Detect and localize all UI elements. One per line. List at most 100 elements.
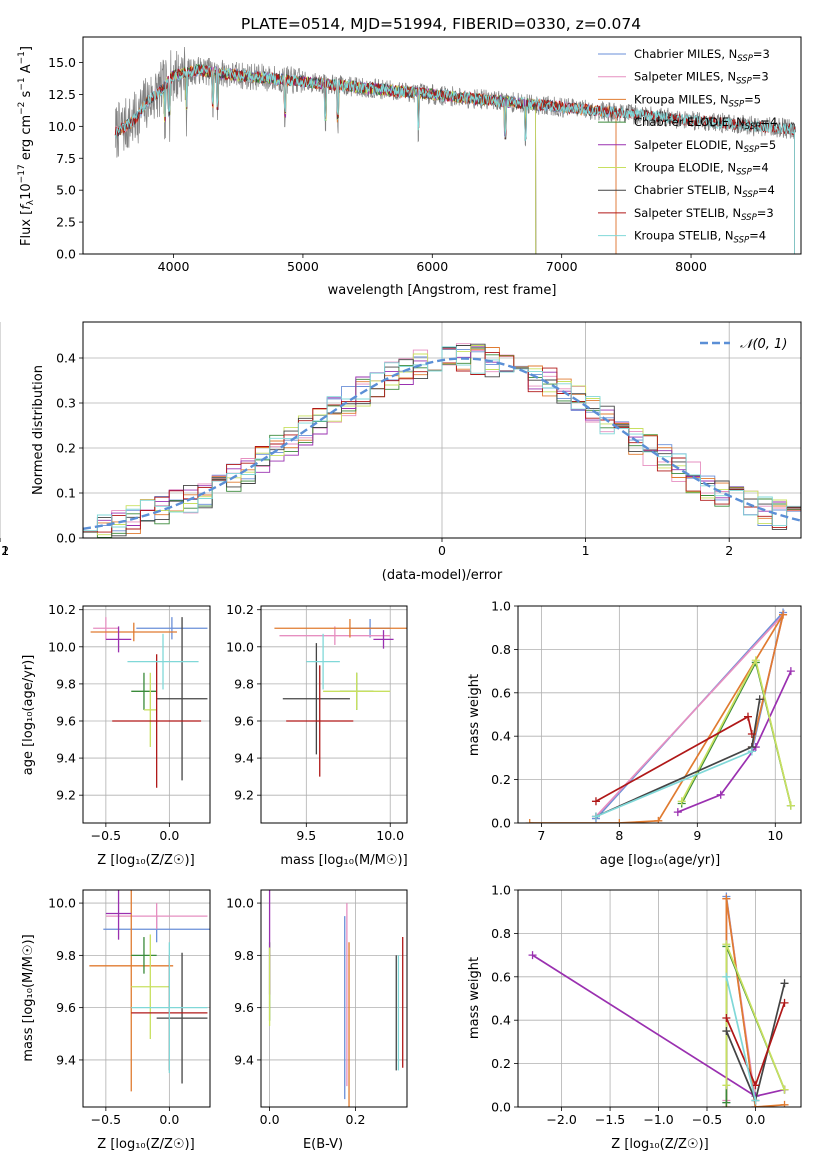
x-tick-label: 9 <box>693 828 701 843</box>
x-tick-label: −1 <box>0 543 9 558</box>
histogram-series <box>83 346 801 532</box>
errorbar-point <box>127 633 199 690</box>
errorbar-point <box>279 626 391 645</box>
mass-vs-metallicity-xlabel: Z [log₁₀(Z/Z☉)] <box>97 1137 194 1152</box>
y-tick-label: 5.0 <box>56 183 76 198</box>
age-vs-mass-plot-area: 9.5 10.0 9.2 9.4 9.6 9.8 10.0 10.2 <box>226 602 408 843</box>
y-tick-label: 9.8 <box>56 676 76 691</box>
mass-vs-metallicity-ylabel: mass [log₁₀(M/M☉)] <box>21 934 36 1061</box>
extinction-plot-area: 0.0 0.2 9.4 9.6 9.8 10.0 <box>226 889 408 1127</box>
legend-sub: SSP <box>744 145 760 155</box>
legend-entry: Kroupa ELODIE, NSSP=4 <box>634 161 769 178</box>
weight-marker <box>528 951 537 960</box>
errorbar-point <box>93 617 119 640</box>
y-tick-label: 0.2 <box>491 1056 511 1071</box>
x-tick-label: 4000 <box>158 259 190 274</box>
weight-vs-metallicity-xlabel: Z [log₁₀(Z/Z☉)] <box>611 1137 708 1152</box>
age-vs-metallicity-xlabel: Z [log₁₀(Z/Z☉)] <box>97 853 194 868</box>
legend-entry: Kroupa MILES, NSSP=5 <box>634 92 761 109</box>
legend-sub: SSP <box>734 236 750 246</box>
spectrum-xlabel: wavelength [Angstrom, rest frame] <box>328 283 557 298</box>
legend-suffix: =3 <box>757 206 774 220</box>
weight-line <box>677 670 792 813</box>
x-tick-label: 0.0 <box>159 1112 179 1127</box>
weight-marker <box>786 667 795 676</box>
y-tick-label: 0.0 <box>491 816 511 831</box>
x-tick-label: 7 <box>537 828 545 843</box>
gaussian-curve <box>83 357 801 530</box>
y-tick-label: 9.8 <box>234 676 254 691</box>
extinction-xlabel: E(B-V) <box>303 1137 343 1152</box>
weight-marker <box>780 1085 789 1094</box>
errorbar-point <box>105 890 132 940</box>
weight-vs-age-plot-area: 7 8 9 10 0.0 0.2 0.4 0.6 0.8 1.0 <box>491 599 802 843</box>
errorbar-point <box>323 672 391 710</box>
model-spectrum <box>114 64 795 254</box>
spectrum-plot-area: 4000 5000 6000 7000 8000 0.0 2.5 5.0 7.5 10.0 12.5… <box>48 36 802 274</box>
y-tick-label: 9.6 <box>234 1000 254 1015</box>
legend-text: Chabrier ELODIE, N <box>634 115 745 129</box>
legend-suffix: =3 <box>753 47 770 61</box>
weight-marker <box>722 1098 731 1107</box>
axes-frame <box>517 889 802 1108</box>
mass-vs-metallicity-panel: −0.5 0.0 9.4 9.6 9.8 10.0 Z [log₁₀(Z/Z☉)] mas… <box>21 889 211 1152</box>
y-tick-label: 9.6 <box>56 1000 76 1015</box>
legend-entry: Chabrier ELODIE, NSSP=4 <box>634 115 777 132</box>
y-tick-label: 0.0 <box>56 531 76 546</box>
legend-suffix: =4 <box>760 115 777 129</box>
residuals-plot-area: −2−1 0 1 2 0.0 0.1 0.2 0.3 0.4 <box>0 321 802 558</box>
errorbar-point <box>105 903 208 930</box>
weight-marker <box>780 979 789 988</box>
x-tick-label: 0.0 <box>260 1112 280 1127</box>
age-vs-metallicity-plot-area: −0.5 0.0 9.2 9.4 9.6 9.8 10.0 10.2 <box>48 602 211 843</box>
axes-frame <box>82 36 802 255</box>
age-vs-mass-panel: 9.5 10.0 9.2 9.4 9.6 9.8 10.0 10.2 mass [log₁₀(… <box>226 602 408 868</box>
y-tick-label: 9.2 <box>56 788 76 803</box>
weight-vs-age-ylabel: mass weight <box>467 674 482 756</box>
weight-marker <box>755 695 764 704</box>
weight-marker <box>722 1027 731 1036</box>
weight-marker <box>743 712 752 721</box>
weight-marker <box>722 894 731 903</box>
spectrum-curves <box>114 46 797 254</box>
y-tick-label: 10.0 <box>48 896 76 911</box>
weight-line <box>725 976 757 1101</box>
x-tick-label: −0.5 <box>692 1112 722 1127</box>
spectrum-ylabel: Flux [fλ10−17 erg cm−2 s−1 A−1] <box>17 46 36 246</box>
age-vs-metallicity-panel: −0.5 0.0 9.2 9.4 9.6 9.8 10.0 10.2 Z [log₁₀(Z/Z… <box>21 602 211 868</box>
weight-marker <box>780 1100 789 1107</box>
spectrum-panel: 4000 5000 6000 7000 8000 0.0 2.5 5.0 7.5 10.0 12.5… <box>17 36 802 298</box>
weight-marker <box>722 1081 731 1090</box>
x-tick-label: 8 <box>615 828 623 843</box>
legend-suffix: =3 <box>752 70 769 84</box>
y-tick-label: 10.2 <box>48 602 76 617</box>
y-tick-label: 1.0 <box>491 599 511 614</box>
y-tick-label: 9.6 <box>56 713 76 728</box>
weight-series-line <box>722 940 789 1094</box>
residuals-panel: −2−1 0 1 2 0.0 0.1 0.2 0.3 0.4 𝒩(0, 1) (data-mod… <box>0 321 802 583</box>
legend-sub: SSP <box>736 77 752 87</box>
x-tick-label: 1 <box>582 543 590 558</box>
weight-series-line <box>677 656 795 810</box>
weight-marker <box>722 972 731 981</box>
y-tick-label: 0.4 <box>491 729 511 744</box>
axes-frame <box>82 605 211 824</box>
errorbar-point <box>286 665 354 777</box>
y-tick-label: 10.2 <box>226 602 254 617</box>
y-tick-label: 10.0 <box>48 119 76 134</box>
legend-text: Kroupa MILES, N <box>634 92 729 106</box>
errorbar-points <box>90 617 208 788</box>
y-tick-label: 9.8 <box>56 948 76 963</box>
y-tick-label: 0.4 <box>491 1013 511 1028</box>
y-tick-label: 2.5 <box>56 215 76 230</box>
y-tick-label: 9.8 <box>234 948 254 963</box>
y-tick-label: 0.1 <box>56 486 76 501</box>
histogram-steps <box>83 343 801 538</box>
y-tick-label: 15.0 <box>48 55 76 70</box>
errorbar-point <box>274 618 407 638</box>
weight-series <box>525 608 795 823</box>
weight-vs-age-xlabel: age [log₁₀(age/yr)] <box>600 853 721 868</box>
y-tick-label: 9.4 <box>234 1052 254 1067</box>
errorbar-point <box>143 672 157 747</box>
